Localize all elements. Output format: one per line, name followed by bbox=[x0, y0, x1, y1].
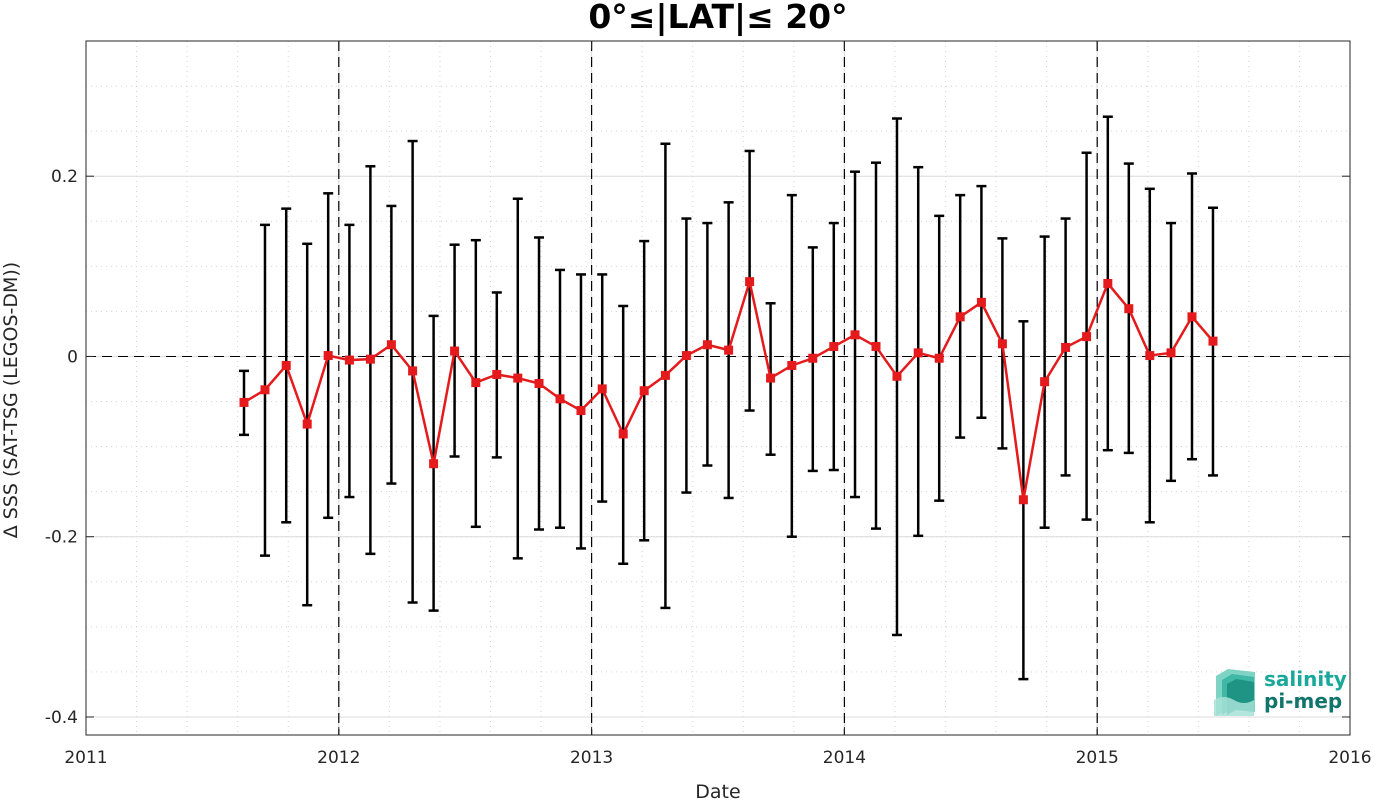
data-point bbox=[386, 340, 396, 350]
data-point bbox=[1124, 304, 1134, 314]
logo-waves-icon bbox=[1214, 669, 1255, 716]
data-point bbox=[1166, 348, 1176, 358]
data-point bbox=[955, 312, 965, 322]
x-tick-labels: 2011 2012 2013 2014 2015 2016 bbox=[64, 748, 1371, 768]
data-point bbox=[787, 360, 797, 370]
data-point bbox=[997, 339, 1007, 349]
x-axis-label: Date bbox=[695, 781, 740, 801]
data-point bbox=[934, 353, 944, 363]
logo-text-pimep: pi-mep bbox=[1264, 689, 1342, 713]
data-point bbox=[618, 429, 628, 439]
data-point bbox=[450, 346, 460, 356]
data-point bbox=[639, 386, 649, 396]
axis-ticks bbox=[85, 41, 1351, 735]
data-point bbox=[513, 373, 523, 383]
data-point bbox=[976, 297, 986, 307]
data-point bbox=[681, 351, 691, 361]
data-point bbox=[576, 406, 586, 416]
data-point bbox=[745, 277, 755, 287]
minor-grid bbox=[85, 40, 1351, 735]
y-tick-label: -0.2 bbox=[45, 528, 78, 548]
data-point bbox=[555, 394, 565, 404]
data-point bbox=[1018, 495, 1028, 505]
data-point bbox=[1082, 332, 1092, 342]
data-point bbox=[1208, 336, 1218, 346]
y-axis-label: Δ SSS (SAT-TSG (LEGOS-DM)) bbox=[0, 262, 22, 538]
data-point bbox=[365, 354, 375, 364]
data-point bbox=[829, 342, 839, 352]
data-point bbox=[660, 370, 670, 380]
data-point bbox=[344, 355, 354, 365]
data-point bbox=[808, 353, 818, 363]
series-markers bbox=[239, 277, 1218, 505]
data-point bbox=[302, 419, 312, 429]
data-point bbox=[913, 348, 923, 358]
logo-text-salinity: salinity bbox=[1264, 667, 1347, 691]
x-tick-label: 2014 bbox=[823, 748, 866, 768]
x-tick-label: 2013 bbox=[570, 748, 613, 768]
data-point bbox=[766, 373, 776, 383]
data-point bbox=[260, 385, 270, 395]
data-point bbox=[1103, 278, 1113, 288]
data-point bbox=[892, 371, 902, 381]
data-point bbox=[492, 369, 502, 379]
chart-title: 0°≤|LAT|≤ 20° bbox=[588, 0, 847, 36]
data-point bbox=[1187, 312, 1197, 322]
y-tick-label: 0.2 bbox=[51, 167, 78, 187]
data-point bbox=[281, 360, 291, 370]
salinity-pimep-logo: salinity pi-mep bbox=[1214, 667, 1347, 716]
data-point bbox=[239, 397, 249, 407]
x-tick-label: 2016 bbox=[1328, 748, 1371, 768]
y-tick-labels: -0.4 -0.2 0 0.2 bbox=[45, 167, 78, 728]
data-point bbox=[1061, 342, 1071, 352]
data-point bbox=[724, 345, 734, 355]
data-point bbox=[323, 351, 333, 361]
year-marker-lines bbox=[338, 41, 1098, 735]
data-point bbox=[534, 378, 544, 388]
x-tick-label: 2011 bbox=[64, 748, 107, 768]
x-tick-label: 2015 bbox=[1076, 748, 1119, 768]
data-point bbox=[408, 366, 418, 376]
x-tick-label: 2012 bbox=[317, 748, 360, 768]
data-point bbox=[597, 384, 607, 394]
data-point bbox=[1145, 351, 1155, 361]
plot-frame bbox=[85, 40, 1351, 736]
data-point bbox=[471, 378, 481, 388]
y-tick-label: 0 bbox=[67, 347, 78, 367]
data-point bbox=[429, 459, 439, 469]
data-point bbox=[871, 342, 881, 352]
y-tick-label: -0.4 bbox=[45, 708, 78, 728]
data-point bbox=[850, 330, 860, 340]
data-point bbox=[702, 340, 712, 350]
data-point bbox=[1040, 377, 1050, 387]
